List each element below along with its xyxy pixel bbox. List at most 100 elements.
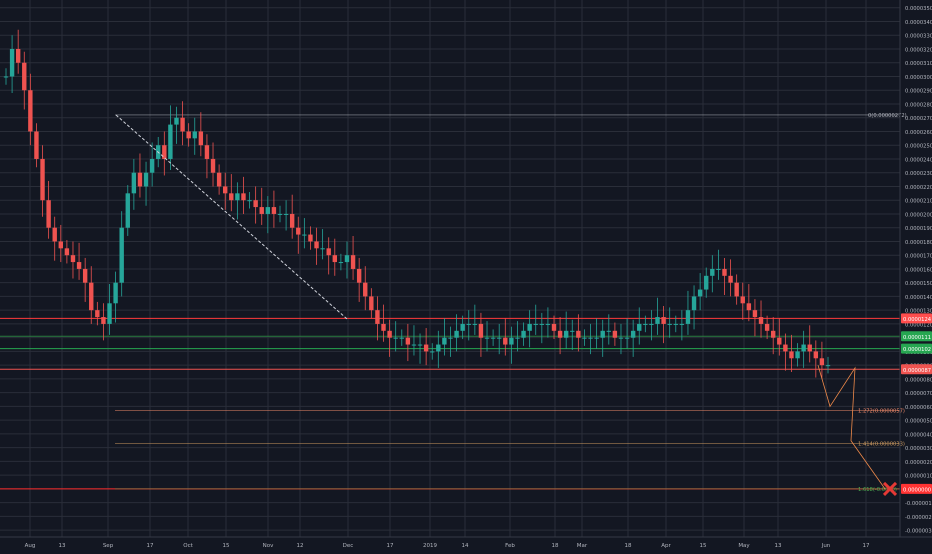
- candle-body: [253, 200, 258, 208]
- y-tick-label: 0.0000150: [905, 281, 932, 287]
- y-tick-label: 0.0000340: [905, 20, 932, 26]
- drawings[interactable]: [115, 114, 898, 496]
- candle-body: [490, 337, 496, 339]
- candle-body: [515, 337, 520, 339]
- x-tick-label: 15: [700, 543, 707, 549]
- y-tick-label: 0.0000260: [905, 130, 932, 136]
- candle-body: [685, 310, 691, 324]
- candle-body: [557, 330, 563, 338]
- y-tick-label: 0.0000290: [905, 89, 932, 95]
- y-tick-label: -0.0000030: [905, 529, 932, 535]
- candle-body: [15, 48, 21, 63]
- candle-body: [734, 282, 739, 297]
- candle-body: [375, 310, 380, 324]
- candle-body: [338, 262, 344, 264]
- candle-body: [405, 337, 411, 345]
- candle-body: [813, 351, 819, 359]
- x-tick-label: 14: [462, 543, 469, 549]
- candle-body: [643, 323, 648, 325]
- projection-path: [817, 365, 886, 490]
- y-tick-label: 0.0000210: [905, 199, 932, 205]
- candle-body: [746, 303, 752, 311]
- candle-body: [795, 351, 800, 359]
- fib-level-label: 0(0.00000272): [868, 113, 907, 119]
- target-x-mark: [882, 481, 898, 496]
- candle-body: [168, 124, 173, 159]
- y-tick-label: 0.0000310: [905, 61, 932, 67]
- price-label-box: [901, 313, 932, 324]
- candle-body: [216, 172, 222, 187]
- candle-body: [618, 337, 624, 339]
- candle-body: [752, 310, 758, 318]
- candle-body: [417, 344, 423, 346]
- candle-body: [107, 303, 112, 324]
- candle-body: [612, 330, 618, 338]
- y-tick-label: 0.0000030: [905, 446, 932, 452]
- candle-body: [180, 117, 185, 132]
- candle-body: [527, 323, 532, 331]
- y-tick-label: 0.0000280: [905, 102, 932, 108]
- candles: [3, 29, 831, 379]
- price-label-box: [901, 343, 932, 354]
- candle-body: [825, 365, 831, 367]
- price-label-text: 0.0000102: [903, 347, 931, 353]
- candle-body: [600, 330, 605, 338]
- x-tick-label: Sep: [103, 543, 114, 549]
- candle-body: [70, 255, 76, 263]
- candle-body: [137, 172, 143, 187]
- candle-body: [271, 207, 277, 214]
- x-tick-label: 18: [552, 543, 559, 549]
- x-tick-label: Jun: [821, 543, 831, 549]
- y-tick-label: 0.0000330: [905, 34, 932, 40]
- y-tick-label: 0.0000180: [905, 240, 932, 246]
- candle-body: [545, 323, 551, 325]
- y-tick-label: 0.0000120: [905, 322, 932, 328]
- y-tick-label: 0.0000300: [905, 75, 932, 81]
- y-tick-label: 0.0000080: [905, 377, 932, 383]
- candle-body: [594, 337, 599, 339]
- candle-body: [326, 248, 331, 256]
- candle-body: [801, 344, 806, 352]
- candle-body: [3, 76, 9, 78]
- price-labels: 0.0000124 0.0000111 0.0000102 0.0000087 0.00…: [901, 313, 932, 494]
- candle-body: [308, 234, 313, 242]
- price-label-box: [901, 483, 932, 494]
- candle-body: [344, 255, 350, 263]
- candle-body: [509, 337, 514, 345]
- candle-body: [381, 323, 386, 331]
- candle-body: [423, 344, 429, 352]
- candle-body: [149, 158, 155, 173]
- y-tick-label: 0.0000130: [905, 309, 932, 315]
- candle-body: [667, 323, 672, 325]
- candle-body: [704, 275, 709, 290]
- candle-body: [673, 323, 678, 325]
- candle-body: [28, 90, 33, 132]
- x-tick-label: Apr: [661, 543, 671, 549]
- candle-body: [314, 241, 319, 249]
- candle-body: [369, 296, 374, 311]
- x-tick-label: 12: [297, 543, 304, 549]
- candle-body: [740, 296, 745, 304]
- candle-body: [539, 323, 545, 325]
- candle-body: [655, 317, 660, 324]
- y-tick-label: 0.0000190: [905, 226, 932, 232]
- x-tick-label: May: [738, 543, 750, 549]
- fib-extension[interactable]: 0(0.00000272) 1.272(0.0000057) 1.414(0.000…: [115, 113, 907, 493]
- candle-body: [332, 255, 337, 263]
- candle-body: [296, 227, 301, 235]
- candle-body: [570, 330, 575, 332]
- candle-body: [387, 330, 392, 338]
- candle-body: [661, 317, 666, 324]
- candle-body: [478, 323, 484, 338]
- candle-body: [204, 145, 210, 159]
- candle-body: [22, 62, 27, 91]
- candle-body: [174, 117, 179, 125]
- candle-body: [563, 330, 569, 338]
- x-tick-label: 17: [387, 543, 394, 549]
- x-axis[interactable]: Aug 13 Sep 17 Oct 15 Nov 12 Dec 17 2019 14 Feb 18 Mar 1…: [0, 536, 932, 549]
- candle-body: [722, 268, 727, 276]
- candle-body: [630, 330, 636, 338]
